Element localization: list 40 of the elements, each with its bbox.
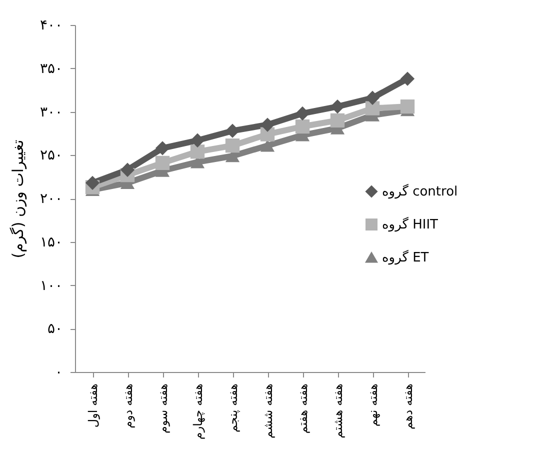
x-tick-label: هفته دهم xyxy=(401,384,415,430)
point xyxy=(120,162,135,177)
point xyxy=(330,99,345,114)
y-tick-label: ۳۰۰ xyxy=(40,104,62,120)
y-tick-label: ۳۵۰ xyxy=(40,60,62,77)
point xyxy=(260,139,275,152)
point xyxy=(365,90,380,105)
point xyxy=(190,133,205,148)
point xyxy=(400,72,415,86)
point xyxy=(225,124,240,138)
x-tick-label: هفته هشتم xyxy=(331,384,345,438)
x-tick-label: هفته چهارم xyxy=(191,384,205,440)
x-tick-label: هفته اول xyxy=(86,384,100,428)
point xyxy=(295,106,310,121)
point xyxy=(155,156,170,170)
point xyxy=(155,141,170,156)
legend-label: گروه ET xyxy=(382,250,429,266)
point xyxy=(330,113,345,128)
point xyxy=(225,138,240,153)
point xyxy=(85,176,100,190)
point xyxy=(295,119,310,134)
x-tick-label: هفته دوم xyxy=(121,384,135,428)
point xyxy=(365,101,380,116)
x-tick-label: هفته هفتم xyxy=(296,384,310,434)
y-tick-label: ۲۰۰ xyxy=(40,191,62,207)
y-tick-label: ۱۵۰ xyxy=(40,234,62,250)
point xyxy=(190,144,205,159)
point xyxy=(400,99,415,114)
y-tick-label: ۱۰۰ xyxy=(40,278,62,294)
y-tick-label: ۴۰۰ xyxy=(40,18,62,34)
y-tick-label: ۲۵۰ xyxy=(40,148,62,164)
x-tick-label: هفته ششم xyxy=(261,384,275,439)
x-tick-label: هفته پنجم xyxy=(226,384,240,432)
x-tick-label: هفته سوم xyxy=(156,384,170,434)
y-axis-title: تغییرات وزن (گرم) xyxy=(8,140,27,258)
y-tick-label: ۵۰ xyxy=(47,321,62,338)
y-tick-label: ۰ xyxy=(54,364,62,380)
legend-label: گروه control xyxy=(382,184,458,200)
x-tick-label: هفته نهم xyxy=(366,384,380,427)
legend-label: گروه HIIT xyxy=(382,216,438,232)
